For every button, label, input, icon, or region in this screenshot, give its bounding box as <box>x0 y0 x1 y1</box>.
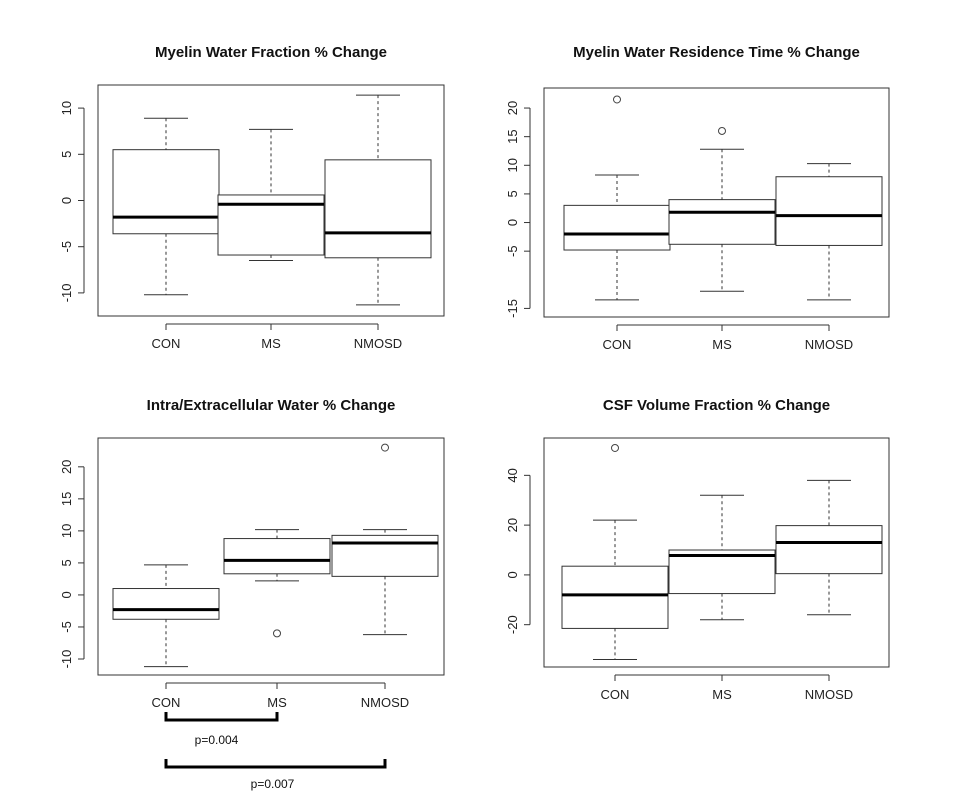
iqr-box <box>775 176 883 246</box>
y-tick-label: -20 <box>505 615 520 634</box>
plot-frame <box>543 437 890 668</box>
outlier-point <box>613 95 621 104</box>
y-tick-label: 20 <box>59 460 74 474</box>
bracket-line <box>164 712 279 722</box>
x-category-label: NMOSD <box>805 687 853 702</box>
box-con <box>112 117 220 296</box>
y-tick-label: -5 <box>505 245 520 257</box>
x-category-label: NMOSD <box>805 337 853 352</box>
box-con <box>112 564 220 668</box>
x-category-label: MS <box>261 336 281 351</box>
y-tick-label: 5 <box>59 151 74 158</box>
x-category-label: CON <box>603 337 632 352</box>
y-tick-label: 0 <box>505 219 520 226</box>
p-value-label: p=0.007 <box>251 777 295 791</box>
y-tick-label: 5 <box>59 559 74 566</box>
panel-2: Myelin Water Residence Time % Change -15 -… <box>505 44 890 352</box>
y-tick-label: -5 <box>59 621 74 633</box>
iqr-box <box>561 565 669 629</box>
y-tick-label: 10 <box>59 524 74 538</box>
outlier-point <box>273 629 281 638</box>
outlier-point <box>718 126 726 135</box>
box-nmosd <box>324 94 432 306</box>
chart-title: CSF Volume Fraction % Change <box>603 397 830 414</box>
bracket-line <box>164 759 387 769</box>
y-tick-label: -15 <box>505 299 520 318</box>
iqr-box <box>668 199 776 245</box>
plot-frame <box>97 437 445 676</box>
box-ms <box>668 126 776 292</box>
x-category-label: MS <box>712 337 732 352</box>
iqr-box <box>331 534 439 577</box>
y-tick-label: 10 <box>59 101 74 115</box>
p-value-label: p=0.004 <box>195 733 239 747</box>
y-tick-label: -5 <box>59 241 74 253</box>
panel-4: CSF Volume Fraction % Change -20 0 20 40 CON M… <box>505 397 890 702</box>
y-tick-label: 0 <box>505 571 520 578</box>
panel-1: Myelin Water Fraction % Change -10 -5 0 5 10 C… <box>59 44 445 351</box>
iqr-box <box>112 149 220 235</box>
significance-bracket: p=0.007 <box>164 759 387 791</box>
chart-title: Intra/Extracellular Water % Change <box>147 397 396 414</box>
box-con <box>561 443 669 661</box>
iqr-box <box>112 588 220 620</box>
iqr-box <box>223 538 331 575</box>
box-nmosd <box>775 163 883 301</box>
outlier-point <box>381 443 389 452</box>
y-tick-label: 5 <box>505 190 520 197</box>
x-category-label: NMOSD <box>361 695 409 710</box>
iqr-box <box>775 525 883 575</box>
y-tick-label: 20 <box>505 518 520 532</box>
y-tick-label: 40 <box>505 468 520 482</box>
box-ms <box>223 529 331 638</box>
box-nmosd <box>775 479 883 616</box>
significance-bracket: p=0.004 <box>164 712 279 747</box>
y-tick-label: 20 <box>505 101 520 115</box>
x-category-label: NMOSD <box>354 336 402 351</box>
x-category-label: CON <box>152 336 181 351</box>
box-ms <box>668 494 776 621</box>
y-tick-label: 0 <box>59 591 74 598</box>
x-category-label: CON <box>601 687 630 702</box>
y-tick-label: 15 <box>505 129 520 143</box>
box-con <box>563 95 671 301</box>
y-tick-label: -10 <box>59 284 74 303</box>
iqr-box <box>563 204 671 251</box>
y-tick-label: 15 <box>59 492 74 506</box>
iqr-box <box>668 549 776 595</box>
iqr-box <box>324 159 432 259</box>
x-category-label: MS <box>267 695 287 710</box>
plot-frame <box>97 84 445 317</box>
chart-title: Myelin Water Fraction % Change <box>155 44 387 61</box>
y-tick-label: -10 <box>59 650 74 669</box>
y-tick-label: 0 <box>59 197 74 204</box>
x-category-label: CON <box>152 695 181 710</box>
chart-title: Myelin Water Residence Time % Change <box>573 44 860 61</box>
box-nmosd <box>331 443 439 636</box>
plot-frame <box>543 87 890 318</box>
box-ms <box>217 128 325 262</box>
y-tick-label: 10 <box>505 158 520 172</box>
outlier-point <box>611 443 619 452</box>
panel-3: Intra/Extracellular Water % Change -10 -5 0… <box>59 397 445 791</box>
x-category-label: MS <box>712 687 732 702</box>
